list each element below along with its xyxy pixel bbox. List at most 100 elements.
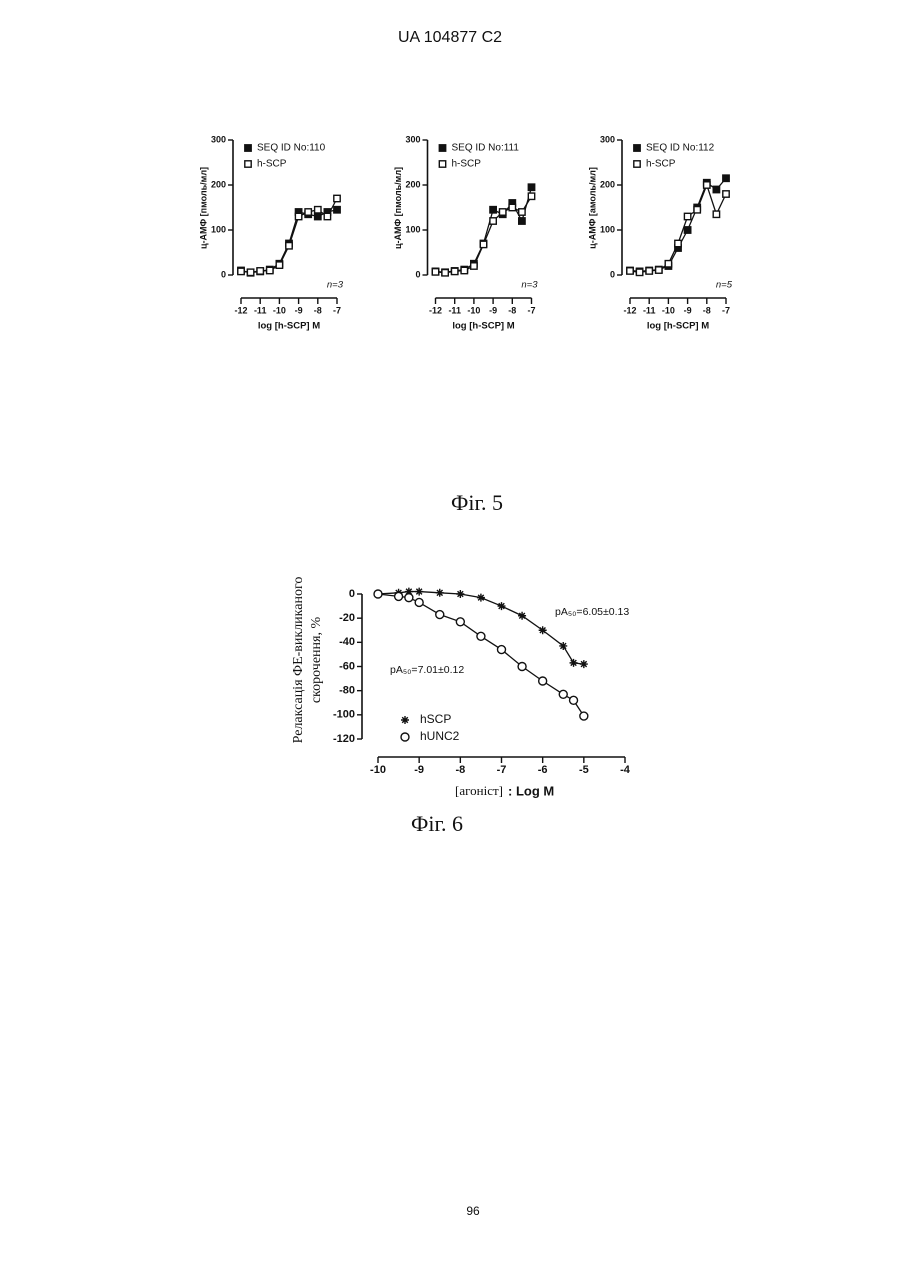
marker — [528, 184, 534, 190]
y-axis-label: ц-АМФ [амоль/мл] — [587, 167, 597, 249]
marker — [509, 204, 515, 210]
legend-marker — [401, 716, 409, 724]
marker — [415, 598, 423, 606]
y-tick-label: 0 — [415, 269, 420, 279]
marker — [723, 191, 729, 197]
marker — [415, 588, 423, 596]
y-tick-label: 0 — [221, 269, 226, 279]
y-tick-label: 300 — [600, 134, 615, 144]
legend-marker — [245, 145, 251, 151]
annotation: pA₅₀=6.05±0.13 — [555, 606, 629, 618]
y-tick-label: -80 — [339, 685, 355, 697]
y-tick-label: -40 — [339, 636, 355, 648]
marker — [452, 268, 458, 274]
marker — [405, 594, 413, 602]
y-tick-label: -60 — [339, 660, 355, 672]
legend-entry: SEQ ID No:111 — [439, 143, 519, 154]
marker — [477, 594, 485, 602]
x-tick-label: -7 — [497, 764, 507, 776]
marker — [315, 207, 321, 213]
y-axis-label: ц-АМФ [пмоль/мл] — [198, 167, 208, 249]
y-tick-label: 100 — [405, 224, 420, 234]
x-tick-label: -7 — [722, 305, 730, 315]
y-tick-label: 0 — [349, 588, 355, 600]
y-tick-label: -20 — [339, 612, 355, 624]
y-tick-label: 200 — [600, 179, 615, 189]
annotation: pA₅₀=7.01±0.12 — [390, 664, 464, 676]
marker — [656, 267, 662, 273]
figure-caption: Фіг. 5 — [451, 490, 503, 515]
y-tick-label: 100 — [600, 224, 615, 234]
marker — [570, 696, 578, 704]
x-tick-label: -7 — [333, 305, 341, 315]
marker — [276, 262, 282, 268]
legend-marker — [401, 733, 409, 741]
marker — [477, 632, 485, 640]
marker — [395, 592, 403, 600]
page-background — [0, 0, 901, 1273]
x-tick-label: -9 — [414, 764, 424, 776]
marker — [315, 213, 321, 219]
annotation: n=3 — [327, 280, 344, 291]
marker — [665, 261, 671, 267]
marker — [518, 663, 526, 671]
y-axis-label: скорочення, % — [309, 617, 324, 704]
x-tick-label: -10 — [273, 305, 286, 315]
x-axis-label: log [h-SCP] M — [647, 321, 709, 332]
marker — [675, 240, 681, 246]
marker — [286, 243, 292, 249]
legend-entry: SEQ ID No:110 — [245, 143, 326, 154]
legend-marker — [439, 145, 445, 151]
marker — [442, 270, 448, 276]
annotation: n=5 — [716, 280, 733, 291]
marker — [580, 660, 588, 668]
x-tick-label: -9 — [684, 305, 692, 315]
marker — [684, 213, 690, 219]
page: UA 104877 C2 Фіг. 5 Фіг. 6 96 0100200300… — [0, 0, 901, 1273]
x-tick-label: -10 — [370, 764, 386, 776]
marker — [500, 209, 506, 215]
marker — [436, 611, 444, 619]
marker — [295, 213, 301, 219]
marker — [518, 612, 526, 620]
marker — [490, 207, 496, 213]
marker — [636, 269, 642, 275]
marker — [456, 590, 464, 598]
x-tick-label: -12 — [429, 305, 442, 315]
marker — [559, 690, 567, 698]
y-tick-label: -120 — [333, 733, 355, 745]
y-tick-label: 200 — [405, 179, 420, 189]
marker — [247, 269, 253, 275]
legend-label: hSCP — [420, 712, 451, 726]
marker — [539, 626, 547, 634]
legend-entry: SEQ ID No:112 — [634, 143, 715, 154]
marker — [580, 712, 588, 720]
x-tick-label: -9 — [295, 305, 303, 315]
x-tick-label: -8 — [314, 305, 322, 315]
marker — [519, 218, 525, 224]
x-axis-label: [агоніст] — [455, 783, 503, 798]
x-axis-label: : Log M — [508, 783, 554, 798]
x-tick-label: -7 — [527, 305, 535, 315]
x-tick-label: -8 — [703, 305, 711, 315]
marker — [704, 182, 710, 188]
x-tick-label: -11 — [448, 305, 461, 315]
x-tick-label: -8 — [508, 305, 516, 315]
marker — [646, 268, 652, 274]
figure-caption: Фіг. 6 — [411, 811, 463, 836]
legend-label: SEQ ID No:112 — [646, 143, 715, 154]
marker — [456, 618, 464, 626]
x-tick-label: -9 — [489, 305, 497, 315]
legend-label: h-SCP — [257, 159, 287, 170]
marker — [713, 186, 719, 192]
y-axis-label: ц-АМФ [пмоль/мл] — [393, 167, 403, 249]
marker — [461, 267, 467, 273]
legend-label: SEQ ID No:110 — [257, 143, 326, 154]
y-axis-label: Релаксація ФЕ-викликаного — [291, 577, 306, 744]
marker — [480, 241, 486, 247]
x-tick-label: -5 — [579, 764, 589, 776]
legend-marker — [245, 161, 251, 167]
marker — [324, 213, 330, 219]
y-tick-label: 300 — [211, 134, 226, 144]
marker — [570, 659, 578, 667]
